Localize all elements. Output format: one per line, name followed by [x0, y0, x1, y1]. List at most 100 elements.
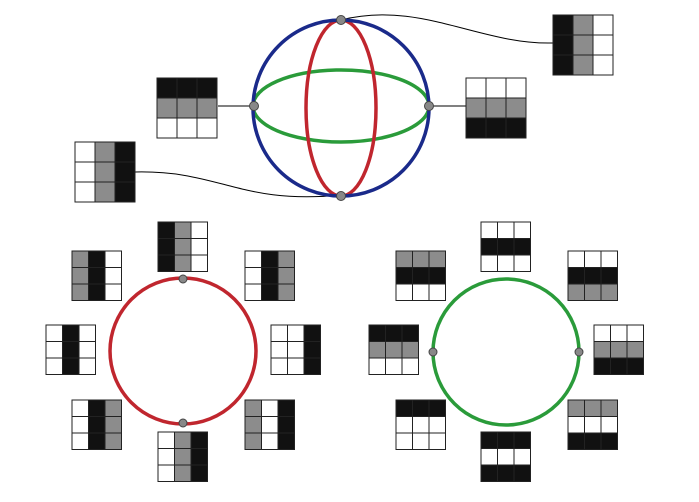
node [424, 101, 434, 111]
tile [78, 341, 96, 359]
tile [74, 161, 96, 183]
tile [176, 117, 198, 139]
tile [480, 238, 498, 256]
tile [480, 464, 498, 482]
tile [412, 432, 430, 450]
tile [190, 448, 208, 466]
tile [401, 341, 419, 359]
node [336, 15, 346, 25]
tile [592, 34, 614, 56]
tile [567, 267, 585, 285]
tile [88, 432, 106, 450]
tile [401, 324, 419, 342]
tile [385, 357, 403, 375]
tile [88, 416, 106, 434]
tile [156, 117, 178, 139]
tile-grid [45, 324, 96, 375]
tile [303, 341, 321, 359]
tile [190, 254, 208, 272]
tile [45, 357, 63, 375]
tile [584, 432, 602, 450]
tile [88, 399, 106, 417]
tile [401, 357, 419, 375]
tile [513, 221, 531, 239]
tile [71, 399, 89, 417]
tile [244, 283, 262, 301]
tile [270, 324, 288, 342]
tile [395, 416, 413, 434]
tile [626, 341, 644, 359]
tile [497, 254, 515, 272]
tile [497, 464, 515, 482]
tile [261, 267, 279, 285]
tile [412, 267, 430, 285]
tile [244, 267, 262, 285]
tile [505, 97, 527, 119]
tile [412, 283, 430, 301]
tile [261, 250, 279, 268]
tile [114, 181, 136, 203]
tile [485, 117, 507, 139]
tile [572, 14, 594, 36]
tile [74, 141, 96, 163]
tile-grid [74, 141, 136, 203]
tile [600, 267, 618, 285]
green-circle [431, 277, 581, 427]
tile [593, 324, 611, 342]
tile [626, 357, 644, 375]
tile [600, 416, 618, 434]
tile [497, 431, 515, 449]
tile-grid [593, 324, 644, 375]
tile [552, 14, 574, 36]
tile [176, 97, 198, 119]
node [336, 191, 346, 201]
tile [513, 254, 531, 272]
tile [174, 448, 192, 466]
tile [277, 432, 295, 450]
tile [567, 432, 585, 450]
tile [104, 267, 122, 285]
tile [610, 357, 628, 375]
connectors [134, 14, 554, 198]
tile [428, 250, 446, 268]
tile [485, 77, 507, 99]
tile [480, 221, 498, 239]
tile [513, 238, 531, 256]
tile [412, 416, 430, 434]
tile [261, 416, 279, 434]
tile [505, 77, 527, 99]
connector [340, 14, 554, 44]
tile [94, 181, 116, 203]
tile [287, 324, 305, 342]
tile [71, 250, 89, 268]
tile [395, 283, 413, 301]
tile-grid [465, 77, 527, 139]
tile [157, 254, 175, 272]
sphere [251, 18, 431, 198]
tile [261, 432, 279, 450]
tile [45, 341, 63, 359]
tile [497, 221, 515, 239]
tile-grid [157, 221, 208, 272]
tile [513, 448, 531, 466]
tile [94, 141, 116, 163]
tile [485, 97, 507, 119]
tile-grid [156, 77, 218, 139]
tile [610, 341, 628, 359]
tile [104, 250, 122, 268]
tile [572, 54, 594, 76]
tile [174, 464, 192, 482]
sphere-outline [251, 18, 431, 198]
node [574, 347, 584, 357]
tile [552, 54, 574, 76]
tile [277, 283, 295, 301]
tile [600, 283, 618, 301]
tile [600, 399, 618, 417]
tile [303, 357, 321, 375]
tile [465, 77, 487, 99]
tile [277, 399, 295, 417]
tile-grid [552, 14, 614, 76]
tile [104, 283, 122, 301]
